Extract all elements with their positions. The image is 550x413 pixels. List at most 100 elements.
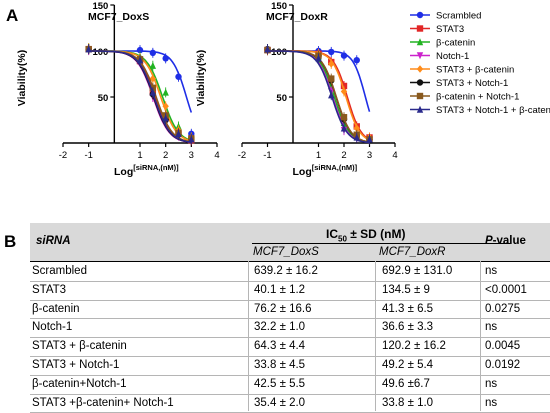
x-tick-label: 1	[316, 150, 321, 161]
row-doxr: 33.8 ± 1.0	[382, 396, 434, 409]
x-tick-label: 3	[367, 150, 372, 161]
data-point	[328, 48, 335, 56]
row-p-value: ns	[485, 265, 498, 277]
y-tick-label: 50	[276, 93, 287, 104]
x-tick-label: -1	[263, 150, 271, 161]
legend-entry: β-catenin + Notch-1	[436, 92, 519, 103]
x-tick-label: 2	[341, 150, 346, 161]
row-doxr: 41.3 ± 6.5	[382, 302, 434, 315]
data-point	[162, 55, 169, 62]
data-point	[353, 124, 360, 133]
y-tick-label: 100	[92, 47, 108, 58]
data-point	[340, 82, 348, 90]
row-divider	[30, 299, 550, 301]
data-point	[416, 92, 424, 100]
data-point	[416, 52, 424, 60]
x-tick-label: 4	[214, 150, 219, 161]
row-p-value: ns	[485, 377, 498, 390]
ic50-header-rule	[252, 243, 510, 244]
row-sirna: β-catenin+Notch-1	[32, 377, 127, 390]
row-sirna: β-catenin	[32, 302, 80, 315]
chart-title: MCF7_DoxR	[266, 11, 328, 23]
panel-b-label: B	[4, 232, 17, 251]
data-point	[328, 91, 335, 99]
row-divider	[30, 374, 550, 376]
series	[264, 44, 373, 145]
legend-entry: β-catenin	[436, 38, 475, 49]
row-divider	[30, 318, 550, 320]
row-divider	[30, 280, 550, 282]
data-point	[136, 46, 144, 54]
legend: Scrambled STAT3 β-catenin Notch-1 STAT3 + β-…	[410, 11, 550, 116]
column-divider	[480, 261, 481, 412]
header-bottom-rule	[30, 261, 550, 262]
data-point	[353, 133, 360, 141]
row-sirna: STAT3	[32, 283, 67, 296]
row-p-value: 0.0192	[485, 359, 521, 371]
y-tick-label: 50	[98, 93, 109, 104]
ic50-header-prefix: IC	[326, 227, 338, 241]
data-point	[353, 57, 360, 64]
data-point	[366, 135, 373, 143]
data-point	[136, 56, 144, 64]
row-sirna: STAT3 + β-catenin	[32, 340, 127, 353]
row-sirna: STAT3 +β-catenin+ Notch-1	[32, 396, 174, 409]
chart-1: 50 100 150 -2 -1 1 2 3 4 MCF7_DoxS Viability(%) Log…	[16, 1, 220, 178]
y-axis-label: Viability(%)	[195, 50, 207, 106]
y-tick-label: 150	[271, 1, 287, 12]
legend-entry: STAT3 + β-catenin	[436, 65, 514, 76]
y-tick-label: 150	[92, 1, 108, 12]
panel-a-label: A	[6, 6, 19, 25]
row-p-value: 0.0045	[485, 340, 521, 353]
data-point	[188, 135, 195, 143]
row-divider	[30, 356, 550, 357]
data-point	[162, 114, 169, 122]
table-header-band	[30, 223, 550, 261]
data-point	[85, 45, 92, 53]
row-p-value: <0.0001	[485, 283, 527, 296]
legend-entry: Notch-1	[436, 51, 469, 62]
column-divider	[375, 261, 376, 412]
x-axis-label: Log[siRNA,(nM)]	[293, 163, 358, 178]
y-axis-label: Viability(%)	[16, 50, 28, 106]
data-point	[149, 49, 157, 57]
data-point	[416, 11, 424, 19]
data-point	[340, 114, 348, 121]
legend-entry: STAT3	[436, 24, 464, 35]
x-axis-label: Log[siRNA,(nM)]	[114, 163, 179, 178]
row-doxs: 33.8 ± 4.5	[254, 359, 306, 371]
row-doxs: 639.2 ± 16.2	[254, 265, 318, 277]
row-doxr: 120.2 ± 16.2	[382, 340, 446, 353]
series-line	[267, 50, 370, 144]
legend-entry: STAT3 + Notch-1	[436, 78, 508, 89]
chart-title: MCF7_DoxS	[88, 11, 149, 23]
row-doxs: 64.3 ± 4.4	[254, 340, 306, 353]
data-point	[175, 130, 182, 137]
row-p-value: ns	[485, 321, 498, 334]
series	[85, 44, 195, 145]
row-sirna: STAT3 + Notch-1	[32, 359, 120, 371]
row-doxs: 76.2 ± 16.6	[254, 302, 312, 315]
data-point	[328, 75, 335, 82]
row-divider	[30, 393, 550, 395]
column-divider	[248, 261, 249, 412]
data-point	[149, 88, 157, 96]
row-p-value: 0.0275	[485, 302, 521, 315]
data-point	[416, 25, 424, 32]
row-divider	[30, 337, 550, 339]
data-point	[340, 124, 348, 132]
doxs-column-header: MCF7_DoxS	[253, 246, 319, 258]
row-doxs: 40.1 ± 1.2	[254, 283, 306, 296]
chart-2: 50 100 150 -2 -1 1 2 3 4 MCF7_DoxR Viability(%) Log…	[195, 1, 550, 178]
data-point	[416, 38, 424, 46]
ic50-header: IC50 ± SD (nM)	[326, 227, 405, 243]
row-sirna: Notch-1	[32, 321, 73, 334]
row-p-value: ns	[485, 396, 498, 409]
siRNA-header: siRNA	[36, 235, 71, 247]
data-point	[162, 102, 169, 110]
data-point	[315, 54, 322, 62]
x-tick-label: 1	[137, 150, 142, 161]
row-doxr: 134.5 ± 9	[382, 283, 430, 296]
row-doxr: 692.9 ± 131.0	[382, 265, 453, 277]
data-point	[175, 73, 182, 80]
